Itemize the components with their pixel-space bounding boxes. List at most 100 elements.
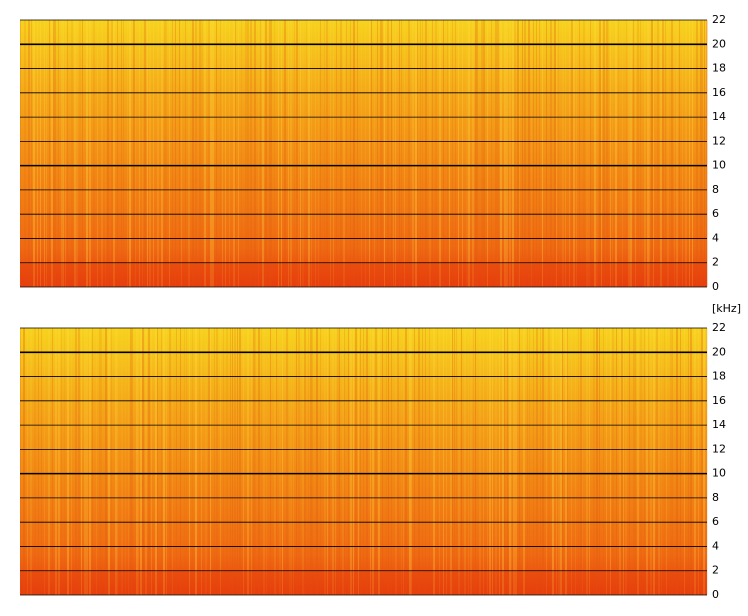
texture-stripe [99, 328, 101, 595]
texture-stripe [586, 20, 588, 287]
texture-stripe [483, 328, 484, 595]
texture-stripe [289, 328, 291, 595]
y-tick-label: 14 [712, 110, 726, 123]
texture-stripe [606, 20, 608, 287]
texture-stripe [640, 20, 641, 287]
texture-stripe [590, 20, 591, 287]
texture-stripe [619, 328, 621, 595]
texture-stripe [603, 328, 604, 595]
texture-stripe [633, 328, 635, 595]
texture-stripe [233, 20, 235, 287]
texture-stripe [700, 20, 702, 287]
texture-stripe [542, 20, 543, 287]
texture-stripe [593, 328, 595, 595]
texture-stripe [468, 20, 470, 287]
texture-stripe [701, 328, 703, 595]
texture-stripe [210, 328, 211, 595]
texture-stripe [192, 20, 194, 287]
texture-stripe [274, 20, 275, 287]
texture-stripe [186, 328, 187, 595]
texture-stripe [226, 328, 228, 595]
texture-stripe [536, 20, 537, 287]
texture-stripe [688, 328, 689, 595]
texture-stripe [395, 328, 397, 595]
texture-stripe [93, 20, 95, 287]
texture-stripe [192, 328, 193, 595]
texture-stripe [41, 328, 42, 595]
texture-stripe [278, 20, 279, 287]
texture-stripe [682, 20, 683, 287]
texture-stripe [302, 20, 304, 287]
texture-stripe [612, 328, 614, 595]
texture-stripe [230, 328, 231, 595]
texture-stripe [583, 20, 585, 287]
y-tick-label: 6 [712, 207, 719, 220]
texture-stripe [473, 328, 474, 595]
texture-stripe [274, 328, 276, 595]
texture-stripe [166, 20, 167, 287]
texture-stripe [27, 328, 28, 595]
texture-stripe [225, 20, 226, 287]
texture-stripe [665, 20, 666, 287]
texture-stripe [475, 20, 477, 287]
texture-stripe [546, 328, 547, 595]
texture-stripe [399, 20, 400, 287]
texture-stripe [232, 328, 233, 595]
texture-stripe [403, 328, 404, 595]
texture-stripe [610, 20, 611, 287]
y-tick-label: 2 [712, 256, 719, 269]
texture-stripe [458, 20, 459, 287]
texture-stripe [504, 20, 506, 287]
texture-stripe [132, 328, 133, 595]
texture-stripe [596, 328, 598, 595]
texture-stripe [53, 20, 55, 287]
texture-stripe [443, 20, 444, 287]
texture-stripe [113, 20, 115, 287]
texture-stripe [324, 328, 326, 595]
texture-stripe [588, 20, 590, 287]
texture-stripe [128, 328, 129, 595]
texture-stripe [111, 328, 112, 595]
texture-stripe [594, 20, 596, 287]
texture-stripe [586, 328, 588, 595]
texture-stripe [507, 328, 508, 595]
texture-stripe [201, 20, 203, 287]
texture-stripe [702, 20, 703, 287]
texture-stripe [237, 328, 238, 595]
texture-stripe [684, 328, 685, 595]
texture-stripe [596, 20, 598, 287]
texture-stripe [296, 20, 298, 287]
texture-stripe [121, 328, 123, 595]
texture-stripe [81, 328, 82, 595]
texture-stripe [548, 328, 550, 595]
texture-stripe [674, 20, 675, 287]
texture-stripe [149, 20, 151, 287]
texture-stripe [320, 20, 321, 287]
texture-stripe [393, 20, 394, 287]
texture-stripe [579, 20, 580, 287]
texture-stripe [326, 20, 328, 287]
texture-stripe [698, 328, 699, 595]
texture-stripe [157, 328, 158, 595]
texture-stripe [622, 20, 623, 287]
texture-stripe [247, 328, 249, 595]
texture-stripe [542, 328, 544, 595]
texture-stripe [78, 328, 80, 595]
texture-stripe [71, 328, 72, 595]
texture-stripe [461, 328, 462, 595]
texture-stripe [628, 20, 630, 287]
texture-stripe [519, 328, 520, 595]
texture-stripe [260, 20, 261, 287]
texture-stripe [49, 20, 50, 287]
texture-stripe [229, 20, 230, 287]
texture-stripe [48, 328, 50, 595]
texture-stripe [429, 328, 430, 595]
texture-stripe [92, 328, 93, 595]
texture-stripe [180, 328, 181, 595]
texture-stripe [599, 328, 600, 595]
texture-stripe [75, 328, 77, 595]
texture-stripe [417, 20, 418, 287]
texture-stripe [253, 328, 255, 595]
texture-stripe [262, 20, 264, 287]
